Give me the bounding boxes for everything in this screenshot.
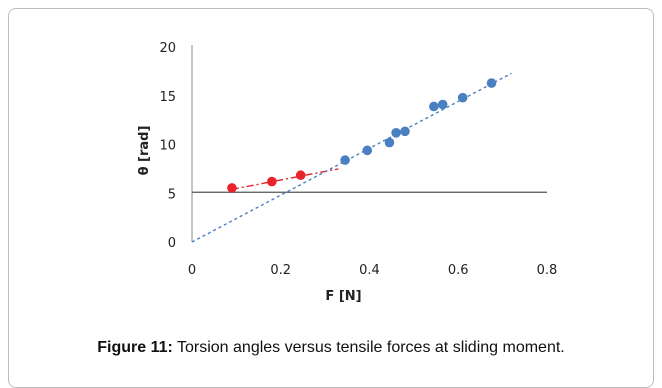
data-point [457, 92, 468, 103]
y-tick-label: 20 [159, 41, 176, 56]
x-axis-title: F [N] [325, 289, 361, 304]
figure-frame [8, 8, 654, 388]
y-tick-label: 5 [168, 187, 176, 202]
figure-caption: Figure 11: Torsion angles versus tensile… [0, 339, 662, 357]
x-tick-label: 0 [188, 263, 196, 278]
y-tick-label: 0 [168, 236, 176, 251]
axes-layer [191, 45, 547, 242]
trend-line [231, 168, 339, 191]
data-point [400, 126, 410, 137]
data-point [429, 101, 439, 112]
tick-labels-layer: 0 5 10 15 20 0 0.2 0.4 0.6 0.8 F [N] θ [rad] [137, 41, 557, 304]
data-point [340, 155, 350, 165]
data-points-layer [227, 78, 497, 193]
data-point [295, 170, 306, 181]
x-tick-label: 0.2 [270, 263, 291, 278]
data-point [437, 99, 448, 110]
y-axis-title: θ [rad] [137, 126, 152, 176]
caption-text: Torsion angles versus tensile forces at … [172, 339, 565, 356]
scatter-chart: 0 5 10 15 20 0 0.2 0.4 0.6 0.8 F [N] θ [rad] [137, 41, 557, 304]
trend-line [191, 72, 512, 243]
x-tick-label: 0.6 [448, 263, 469, 278]
data-point [391, 128, 401, 138]
data-point [362, 145, 373, 156]
trend-line-layer [191, 72, 512, 243]
y-tick-label: 10 [159, 139, 176, 154]
y-tick-label: 15 [159, 90, 176, 105]
data-point [227, 183, 237, 193]
x-tick-label: 0.4 [359, 263, 380, 278]
x-tick-label: 0.8 [537, 263, 558, 278]
caption-label: Figure 11: [97, 339, 173, 356]
data-point [267, 176, 277, 187]
data-point [486, 78, 497, 88]
data-point [384, 137, 395, 148]
